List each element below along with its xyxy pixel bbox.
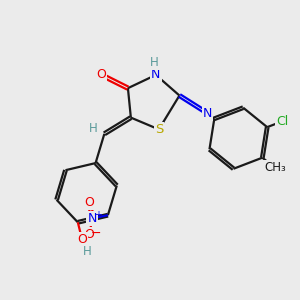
Text: N: N bbox=[87, 212, 97, 225]
Text: CH₃: CH₃ bbox=[264, 161, 286, 174]
Text: S: S bbox=[154, 123, 163, 136]
Text: O: O bbox=[85, 196, 94, 209]
Text: N: N bbox=[203, 107, 212, 120]
Text: H: H bbox=[89, 122, 98, 135]
Text: −: − bbox=[91, 226, 101, 240]
Text: O: O bbox=[97, 68, 106, 81]
Text: O: O bbox=[85, 228, 94, 241]
Text: +: + bbox=[94, 210, 103, 220]
Text: N: N bbox=[151, 68, 160, 81]
Text: H: H bbox=[150, 56, 159, 69]
Text: O: O bbox=[77, 233, 87, 247]
Text: H: H bbox=[83, 245, 92, 258]
Text: Cl: Cl bbox=[276, 115, 288, 128]
